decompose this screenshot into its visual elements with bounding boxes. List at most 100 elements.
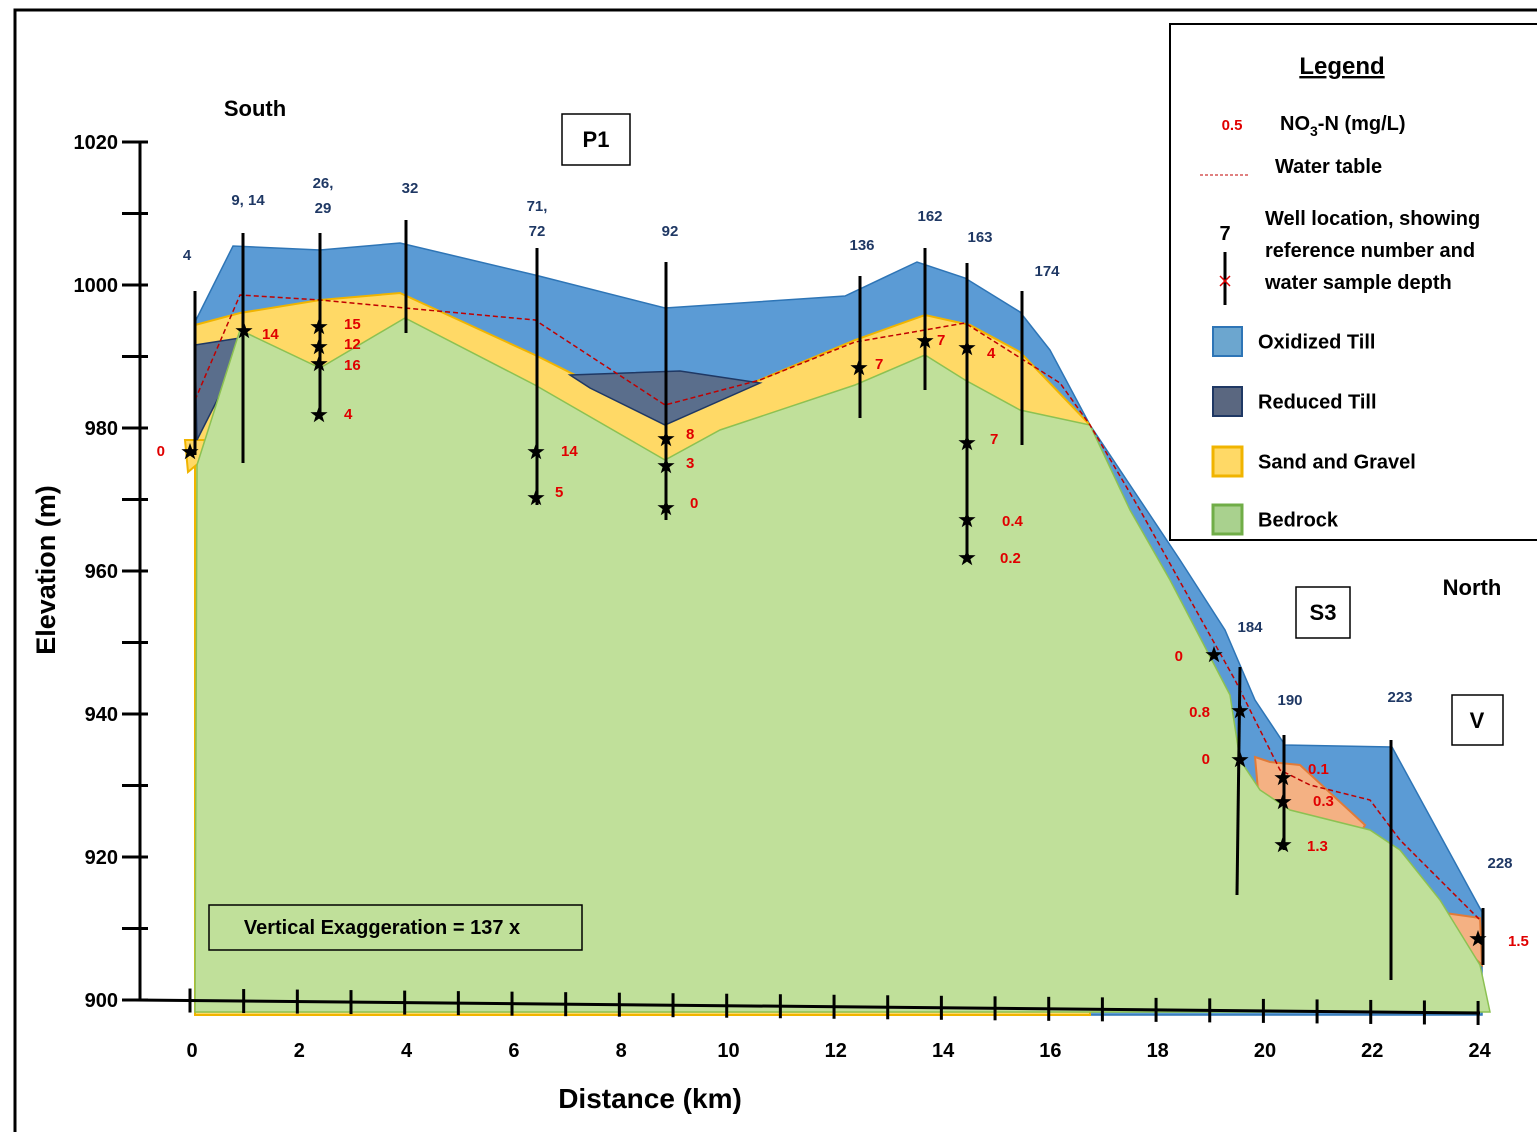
box-label: P1 bbox=[583, 127, 610, 152]
nitrate-value: 7 bbox=[937, 332, 945, 349]
nitrate-value: 0.3 bbox=[1313, 793, 1334, 810]
nitrate-value: 0.8 bbox=[1189, 704, 1210, 721]
x-tick-label: 20 bbox=[1254, 1040, 1276, 1062]
nitrate-value: 0.4 bbox=[1002, 513, 1024, 530]
y-tick-label: 920 bbox=[85, 847, 118, 869]
well-number: 26, bbox=[313, 175, 334, 192]
well-number: 32 bbox=[402, 180, 419, 197]
nitrate-value: 0 bbox=[157, 443, 165, 460]
x-tick-label: 16 bbox=[1039, 1040, 1061, 1062]
exaggeration-label: Vertical Exaggeration = 137 x bbox=[244, 917, 520, 939]
nitrate-value: 8 bbox=[686, 426, 694, 443]
nitrate-value: 14 bbox=[561, 443, 578, 460]
box-label: S3 bbox=[1310, 600, 1337, 625]
well-number: 162 bbox=[917, 208, 942, 225]
legend-layer: Bedrock bbox=[1258, 509, 1339, 531]
legend-layer: Reduced Till bbox=[1258, 391, 1377, 413]
nitrate-value: 0.1 bbox=[1308, 761, 1329, 778]
well-number: 174 bbox=[1034, 263, 1060, 280]
well-number: 136 bbox=[849, 237, 874, 254]
swatch bbox=[1211, 445, 1244, 478]
nitrate-value: 5 bbox=[555, 484, 563, 501]
box bbox=[1295, 586, 1351, 639]
well-number: 92 bbox=[662, 223, 679, 240]
legend-layer: Sand and Gravel bbox=[1258, 451, 1416, 473]
box-label: V bbox=[1470, 708, 1485, 733]
nitrate-value: 1.5 bbox=[1508, 933, 1529, 950]
legend-layer: Oxidized Till bbox=[1258, 331, 1375, 353]
legend-water: Water table bbox=[1275, 156, 1382, 178]
well-number: 9, 14 bbox=[231, 192, 265, 209]
y-tick-label: 1000 bbox=[74, 275, 119, 297]
nitrate-value: 0 bbox=[690, 495, 698, 512]
nitrate-value: 0 bbox=[1175, 648, 1183, 665]
y-tick-label: 1020 bbox=[74, 132, 119, 154]
nitrate-value: 7 bbox=[875, 356, 883, 373]
nitrate-value: 4 bbox=[987, 345, 996, 362]
nitrate-value: 0 bbox=[1202, 751, 1210, 768]
well-number: 29 bbox=[315, 200, 332, 217]
legend-well-text: reference number and bbox=[1265, 240, 1475, 262]
nitrate-value: 0.2 bbox=[1000, 550, 1021, 567]
north-label: North bbox=[1443, 575, 1502, 600]
well-number: 228 bbox=[1487, 855, 1512, 872]
nitrate-value: 4 bbox=[344, 406, 353, 423]
y-axis-title: Elevation (m) bbox=[31, 485, 61, 655]
x-tick-label: 6 bbox=[508, 1040, 519, 1062]
x-tick-label: 4 bbox=[401, 1040, 413, 1062]
well-number: 223 bbox=[1387, 689, 1412, 706]
well-number: 163 bbox=[967, 229, 992, 246]
y-tick-label: 960 bbox=[85, 561, 118, 583]
y-tick-label: 980 bbox=[85, 418, 118, 440]
box bbox=[561, 113, 631, 166]
swatch bbox=[1212, 386, 1243, 417]
nitrate-value: 15 bbox=[344, 316, 361, 333]
layers bbox=[183, 242, 1491, 1016]
x-tick-label: 22 bbox=[1361, 1040, 1383, 1062]
legend-well-text: Well location, showing bbox=[1265, 208, 1480, 230]
nitrate-value: 16 bbox=[344, 357, 361, 374]
well-number: 72 bbox=[529, 223, 546, 240]
x-tick-label: 0 bbox=[186, 1040, 197, 1062]
swatch bbox=[1212, 326, 1243, 357]
x-tick-label: 8 bbox=[616, 1040, 627, 1062]
well-number: 190 bbox=[1277, 692, 1302, 709]
nitrate-value: 1.3 bbox=[1307, 838, 1328, 855]
nitrate-value: 7 bbox=[990, 431, 998, 448]
nitrate-value: 3 bbox=[686, 455, 694, 472]
x-tick-label: 24 bbox=[1468, 1040, 1491, 1062]
box bbox=[1451, 694, 1504, 746]
legend: Legend 0.5 NO3-N (mg/L) Water table 7 We… bbox=[1169, 23, 1537, 541]
text: 3 bbox=[1310, 123, 1318, 139]
legend-well-number: 7 bbox=[1219, 223, 1230, 245]
bedrock bbox=[194, 317, 1491, 1013]
y-tick-label: 900 bbox=[85, 990, 118, 1012]
legend-well-text: water sample depth bbox=[1264, 272, 1452, 294]
frame bbox=[13, 8, 1537, 1137]
text: NO bbox=[1280, 113, 1310, 135]
x-axis bbox=[134, 998, 1481, 1015]
south-label: South bbox=[224, 96, 286, 121]
x-axis-title: Distance (km) bbox=[558, 1083, 742, 1114]
legend-nitrate: NO3-N (mg/L) bbox=[1280, 113, 1406, 139]
exaggeration-box bbox=[208, 904, 583, 951]
x-tick-label: 10 bbox=[717, 1040, 739, 1062]
y-tick-label: 940 bbox=[85, 704, 118, 726]
x-tick-label: 18 bbox=[1147, 1040, 1169, 1062]
swatch bbox=[1211, 503, 1244, 536]
well-number: 71, bbox=[527, 198, 548, 215]
well-number: 184 bbox=[1237, 619, 1263, 636]
nitrate-value: 12 bbox=[344, 336, 361, 353]
nitrate-value: 14 bbox=[262, 326, 279, 343]
x-tick-label: 14 bbox=[932, 1040, 955, 1062]
legend-sample-mark bbox=[1219, 275, 1231, 287]
x-tick-label: 2 bbox=[294, 1040, 305, 1062]
legend-sample: 0.5 bbox=[1222, 117, 1243, 134]
legend-title: Legend bbox=[1299, 53, 1384, 80]
well-number: 4 bbox=[183, 247, 192, 264]
x-tick-label: 12 bbox=[825, 1040, 847, 1062]
